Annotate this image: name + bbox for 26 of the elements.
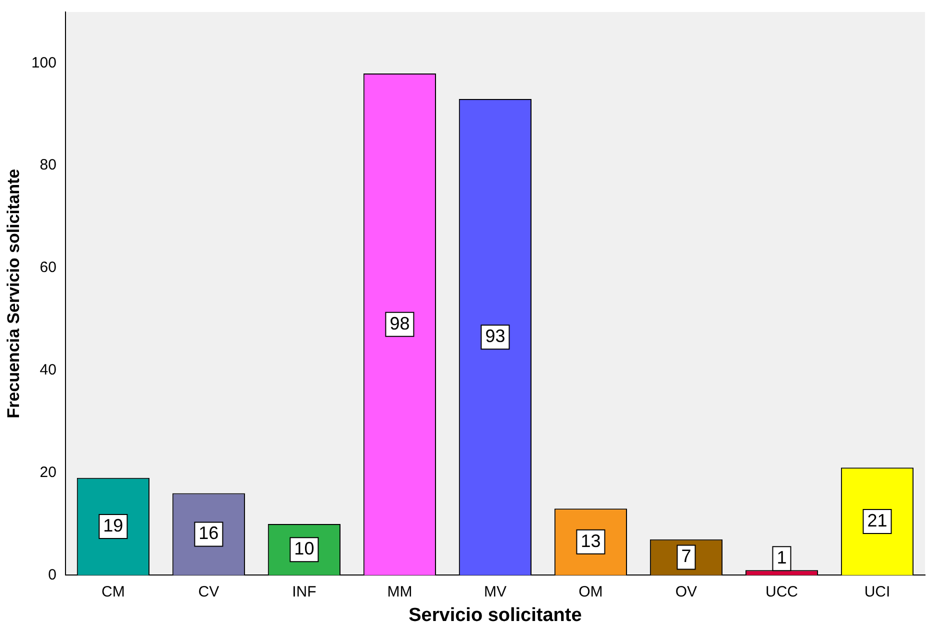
y-tick-label: 60 <box>40 259 56 276</box>
x-tick-label: CV <box>198 583 220 600</box>
y-tick-label: 20 <box>40 464 56 481</box>
data-label: 7 <box>681 546 692 566</box>
data-label: 93 <box>485 326 506 346</box>
x-tick-label: MV <box>484 583 506 600</box>
x-tick-label: CM <box>102 583 125 600</box>
x-tick-label: MM <box>387 583 412 600</box>
data-label: 21 <box>867 510 888 530</box>
y-axis-title: Frecuencia Servicio solicitante <box>4 168 23 418</box>
data-label: 1 <box>776 548 787 568</box>
data-label: 10 <box>294 538 314 559</box>
x-tick-label: OM <box>578 583 603 600</box>
x-tick-label: UCI <box>864 583 890 600</box>
x-tick-label: OV <box>675 583 698 600</box>
x-tick-label: UCC <box>765 583 798 600</box>
y-tick-label: 40 <box>40 362 56 379</box>
x-tick-label: INF <box>292 583 316 600</box>
data-label: 16 <box>198 523 219 544</box>
data-label: 19 <box>103 516 124 536</box>
data-label: 98 <box>390 313 410 334</box>
data-label: 13 <box>580 530 601 551</box>
y-tick-label: 80 <box>40 156 56 174</box>
y-tick-label: 0 <box>48 566 56 584</box>
y-tick-label: 100 <box>31 54 56 72</box>
x-axis-title: Servicio solicitante <box>408 604 582 626</box>
